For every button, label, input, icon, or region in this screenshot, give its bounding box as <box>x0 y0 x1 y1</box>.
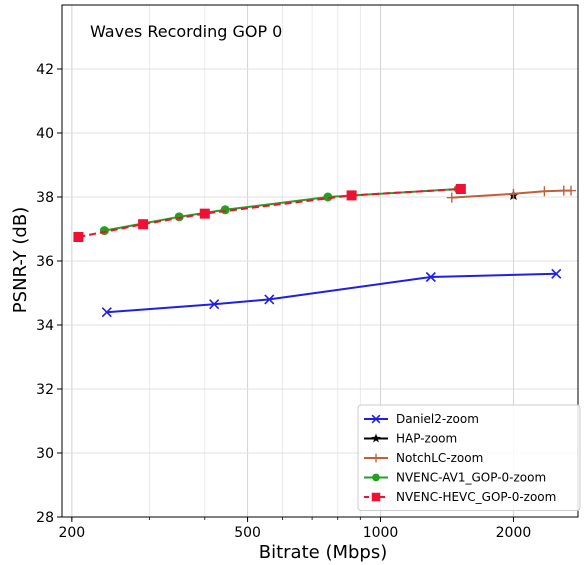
x-tick-label: 200 <box>58 525 85 541</box>
x-axis-title: Bitrate (Mbps) <box>259 542 388 563</box>
data-point <box>99 226 109 236</box>
data-point <box>539 186 550 197</box>
legend-box <box>357 404 581 511</box>
data-point <box>209 299 220 310</box>
legend-item: NotchLC-zoom <box>364 451 483 465</box>
y-tick-label: 38 <box>36 190 54 206</box>
legend-marker <box>371 492 381 502</box>
legend-item: NVENC-AV1_GOP-0-zoom <box>364 471 546 485</box>
legend-marker <box>371 433 381 443</box>
data-point <box>551 268 562 279</box>
data-point <box>446 192 457 203</box>
data-point <box>264 294 275 305</box>
series-2 <box>446 185 577 203</box>
data-point <box>508 188 519 199</box>
y-tick-label: 30 <box>36 446 54 462</box>
legend-marker <box>371 414 381 424</box>
data-point <box>346 190 357 201</box>
legend-item: Daniel2-zoom <box>364 412 479 426</box>
data-point <box>566 185 577 196</box>
legend-label: NotchLC-zoom <box>396 451 483 465</box>
data-point <box>220 205 230 215</box>
chart-title: Waves Recording GOP 0 <box>90 22 282 41</box>
y-tick-label: 36 <box>36 254 54 270</box>
data-point <box>199 208 210 219</box>
x-tick-label: 1000 <box>363 525 399 541</box>
data-point <box>73 232 84 242</box>
legend-label: NVENC-HEVC_GOP-0-zoom <box>396 490 556 504</box>
legend-item: HAP-zoom <box>364 432 457 446</box>
data-point <box>138 219 149 230</box>
x-tick-label: 2000 <box>496 525 532 541</box>
y-tick-label: 40 <box>36 126 54 142</box>
legend-label: HAP-zoom <box>396 432 457 446</box>
y-tick-label: 32 <box>36 382 54 398</box>
data-point <box>323 192 333 202</box>
legend-marker <box>372 473 380 482</box>
y-axis-title: PSNR-Y (dB) <box>10 207 31 313</box>
y-tick-label: 28 <box>36 510 54 526</box>
data-point <box>101 307 112 318</box>
series-line <box>78 188 461 238</box>
legend-item: NVENC-HEVC_GOP-0-zoom <box>364 490 556 504</box>
y-tick-label: 34 <box>36 318 54 334</box>
series-4 <box>73 184 466 242</box>
legend-marker <box>371 453 381 463</box>
legend: Daniel2-zoom HAP-zoom NotchLC-zoom NVENC-AV… <box>357 404 581 511</box>
series-0 <box>101 268 562 318</box>
legend-label: Daniel2-zoom <box>396 412 479 426</box>
ticks: 200 500 1000 2000 28 30 32 34 36 38 40 42 <box>36 62 531 541</box>
data-point <box>425 271 436 283</box>
x-tick-label: 500 <box>234 525 261 541</box>
data-point <box>455 184 466 194</box>
legend-label: NVENC-AV1_GOP-0-zoom <box>396 471 546 485</box>
y-tick-label: 42 <box>36 62 54 78</box>
series-layer <box>73 184 577 318</box>
